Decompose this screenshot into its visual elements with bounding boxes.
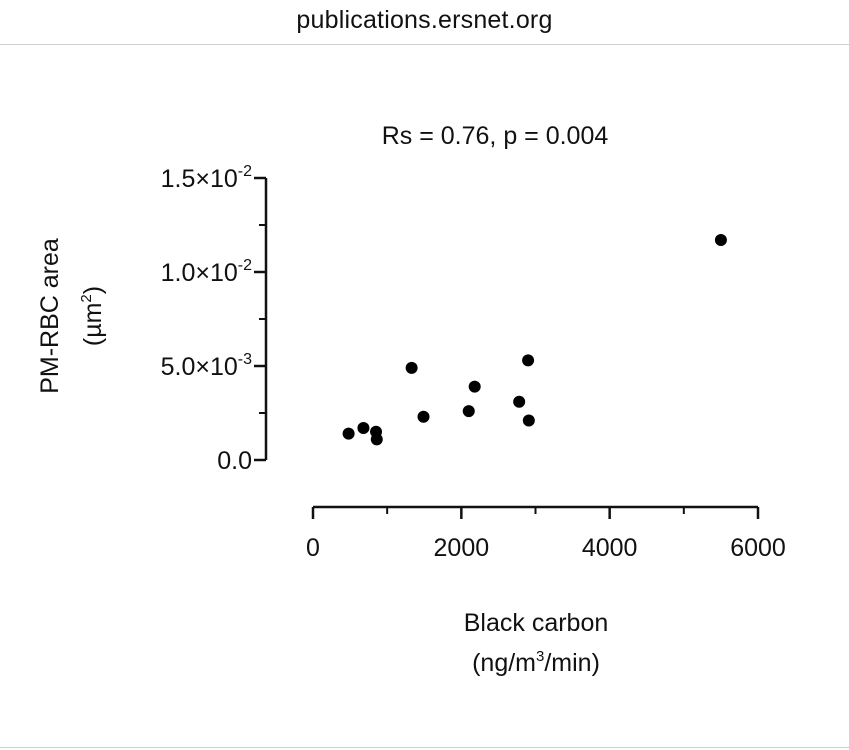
data-point <box>405 361 418 374</box>
data-point <box>462 405 475 418</box>
x-tick-label: 0 <box>306 534 320 562</box>
data-point <box>357 422 370 435</box>
y-axis-label-line2: (µm2) <box>78 286 107 346</box>
data-points <box>342 234 727 446</box>
data-point <box>714 234 727 247</box>
address-bar[interactable]: publications.ersnet.org <box>0 0 849 45</box>
x-tick-label: 4000 <box>582 534 638 562</box>
y-axis: 0.0 5.0×10-3 1.0×10-2 1.5×10-2 <box>161 163 268 475</box>
bottom-divider <box>0 747 849 748</box>
data-point <box>417 410 430 423</box>
y-axis-label-line1: PM-RBC area <box>36 238 64 394</box>
y-tick-label: 0.0 <box>217 447 252 475</box>
x-axis-label-line2: (ng/m3/min) <box>472 648 600 677</box>
y-tick-label: 1.0×10-2 <box>161 257 253 287</box>
x-tick-label: 6000 <box>730 534 786 562</box>
data-point <box>468 380 481 393</box>
url-text: publications.ersnet.org <box>296 6 553 34</box>
data-point <box>370 433 383 446</box>
data-point <box>522 354 535 367</box>
data-point <box>342 427 355 440</box>
y-tick-label: 5.0×10-3 <box>161 351 253 381</box>
x-tick-label: 2000 <box>434 534 490 562</box>
x-axis-label-line1: Black carbon <box>464 609 609 637</box>
x-axis: 0 2000 4000 6000 <box>306 505 786 562</box>
data-point <box>513 395 526 408</box>
data-point <box>522 414 535 427</box>
chart-title: Rs = 0.76, p = 0.004 <box>382 122 609 150</box>
y-tick-label: 1.5×10-2 <box>161 163 253 193</box>
